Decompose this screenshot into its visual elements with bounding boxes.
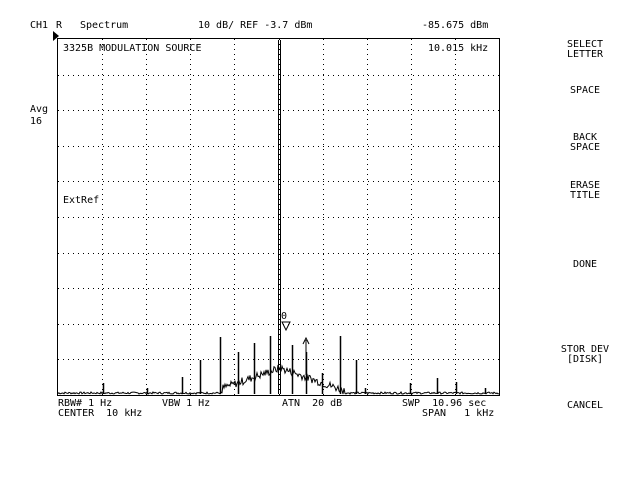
spectrum-spikes [102, 40, 487, 394]
softkey-label-line1: SPACE [569, 85, 601, 96]
softkey-label-line1: STOR DEV [560, 344, 610, 355]
plot-border [57, 38, 500, 396]
ref-level-marker-icon [53, 31, 59, 41]
measurement-label: Spectrum [80, 20, 129, 31]
softkey-cancel[interactable]: CANCEL [530, 401, 640, 411]
trace-label: R [56, 20, 63, 31]
softkey-space[interactable]: SPACE [530, 86, 640, 96]
marker-number: 0 [281, 311, 288, 322]
softkey-label-line1: BACK [572, 132, 598, 143]
softkey-label-line1: SELECT [566, 39, 604, 50]
scale-ref-readout: 10 dB/ REF -3.7 dBm [198, 20, 313, 31]
span-readout: SPAN 1 kHz [422, 408, 495, 419]
softkey-back-space[interactable]: BACK SPACE [530, 133, 640, 153]
delta-marker-arrowhead-icon [302, 336, 310, 345]
atn-readout: ATN 20 dB [282, 398, 343, 409]
softkey-stor-dev[interactable]: STOR DEV [DISK] [530, 345, 640, 365]
rbw-readout: RBW# 1 Hz [58, 398, 113, 409]
softkey-done[interactable]: DONE [530, 260, 640, 270]
avg-label: Avg [30, 104, 49, 115]
softkey-label-line1: DONE [572, 259, 598, 270]
softkey-select-letter[interactable]: SELECT LETTER [530, 40, 640, 60]
softkey-label-line2: SPACE [569, 142, 601, 153]
softkey-label-line1: ERASE [569, 180, 601, 191]
softkey-label-line2: TITLE [569, 190, 601, 201]
softkey-erase-title[interactable]: ERASE TITLE [530, 181, 640, 201]
display-title: 3325B MODULATION SOURCE [63, 43, 202, 54]
marker-amplitude-readout: -85.675 dBm [422, 20, 489, 31]
ext-ref-label: ExtRef [63, 195, 100, 206]
softkey-label-line2: LETTER [566, 49, 604, 60]
channel-label: CH1 [30, 20, 49, 31]
softkey-label-line1: CANCEL [566, 400, 604, 411]
avg-count: 16 [30, 116, 43, 127]
vbw-readout: VBW 1 Hz [162, 398, 211, 409]
center-frequency-readout: CENTER 10 kHz [58, 408, 143, 419]
marker-frequency-readout: 10.015 kHz [428, 43, 489, 54]
marker-triangle-icon [281, 321, 291, 332]
sweep-time-readout: SWP 10.96 sec [402, 398, 487, 409]
softkey-label-line2: [DISK] [566, 354, 604, 365]
